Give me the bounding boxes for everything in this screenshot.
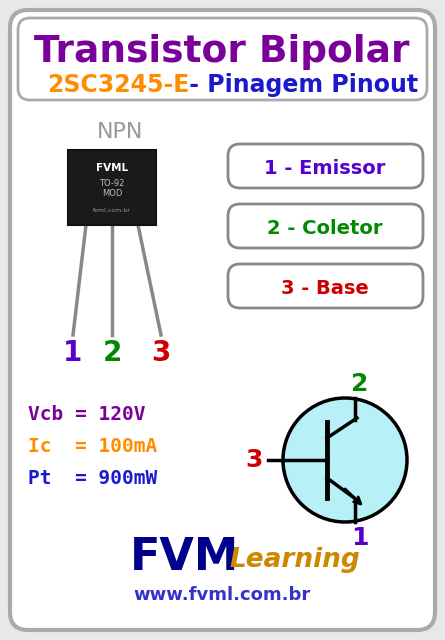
Text: Pt  = 900mW: Pt = 900mW <box>28 470 157 488</box>
Text: www.fvml.com.br: www.fvml.com.br <box>134 586 311 604</box>
Text: 2SC3245-E: 2SC3245-E <box>47 73 189 97</box>
Text: FVM: FVM <box>130 536 239 579</box>
Text: 1 - Emissor: 1 - Emissor <box>264 159 386 177</box>
Text: 3: 3 <box>151 339 171 367</box>
Text: FVML: FVML <box>96 163 128 173</box>
FancyBboxPatch shape <box>228 204 423 248</box>
Text: Transistor Bipolar: Transistor Bipolar <box>34 34 410 70</box>
Text: TO-92: TO-92 <box>99 179 125 188</box>
FancyBboxPatch shape <box>68 150 156 225</box>
Text: 2: 2 <box>102 339 121 367</box>
Text: Learning: Learning <box>230 547 360 573</box>
Circle shape <box>283 398 407 522</box>
FancyBboxPatch shape <box>10 10 435 630</box>
Text: 1: 1 <box>63 339 83 367</box>
Text: Vcb = 120V: Vcb = 120V <box>28 406 146 424</box>
Text: MOD: MOD <box>102 189 122 198</box>
Text: 2: 2 <box>351 372 369 396</box>
Text: Ic  = 100mA: Ic = 100mA <box>28 438 157 456</box>
FancyBboxPatch shape <box>228 144 423 188</box>
Text: - Pinagem Pinout: - Pinagem Pinout <box>182 73 419 97</box>
FancyBboxPatch shape <box>228 264 423 308</box>
Text: 3 - Base: 3 - Base <box>281 278 369 298</box>
FancyBboxPatch shape <box>18 18 427 100</box>
Text: NPN: NPN <box>97 122 143 142</box>
Text: fvml.com.br: fvml.com.br <box>93 207 131 212</box>
Text: 1: 1 <box>351 526 369 550</box>
FancyArrowPatch shape <box>345 489 361 504</box>
Text: 3: 3 <box>245 448 263 472</box>
Text: 2 - Coletor: 2 - Coletor <box>267 218 383 237</box>
